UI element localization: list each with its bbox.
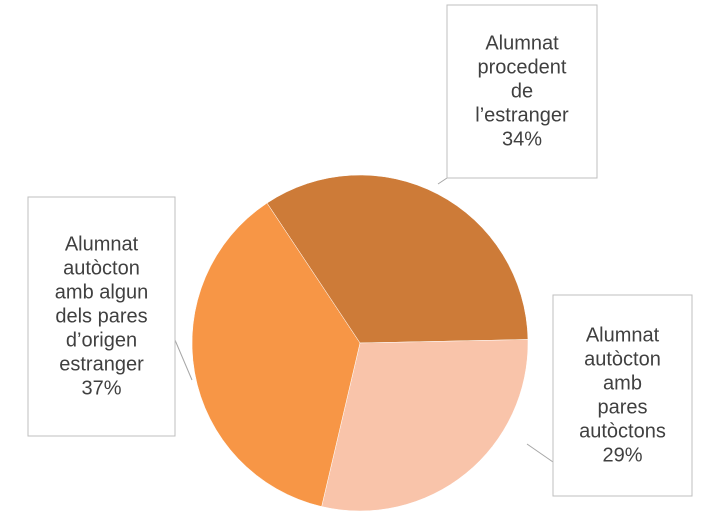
leader-line <box>174 339 193 381</box>
value-label: 29% <box>602 445 642 467</box>
category-label: Alumnat autòcton amb algun dels pares d’orig… <box>55 234 148 376</box>
label-box <box>27 196 176 437</box>
pie-slice <box>191 202 361 507</box>
label-box <box>552 294 693 497</box>
value-label: 37% <box>81 378 121 400</box>
leader-line <box>526 443 554 463</box>
category-label: Alumnat autòcton amb pares autòctons <box>579 325 666 443</box>
pie-slice <box>321 339 529 512</box>
category-label: Alumnat procedent de l’estranger <box>475 33 569 127</box>
leader-line <box>437 177 448 185</box>
label-box <box>446 4 598 179</box>
value-label: 34% <box>502 129 542 151</box>
